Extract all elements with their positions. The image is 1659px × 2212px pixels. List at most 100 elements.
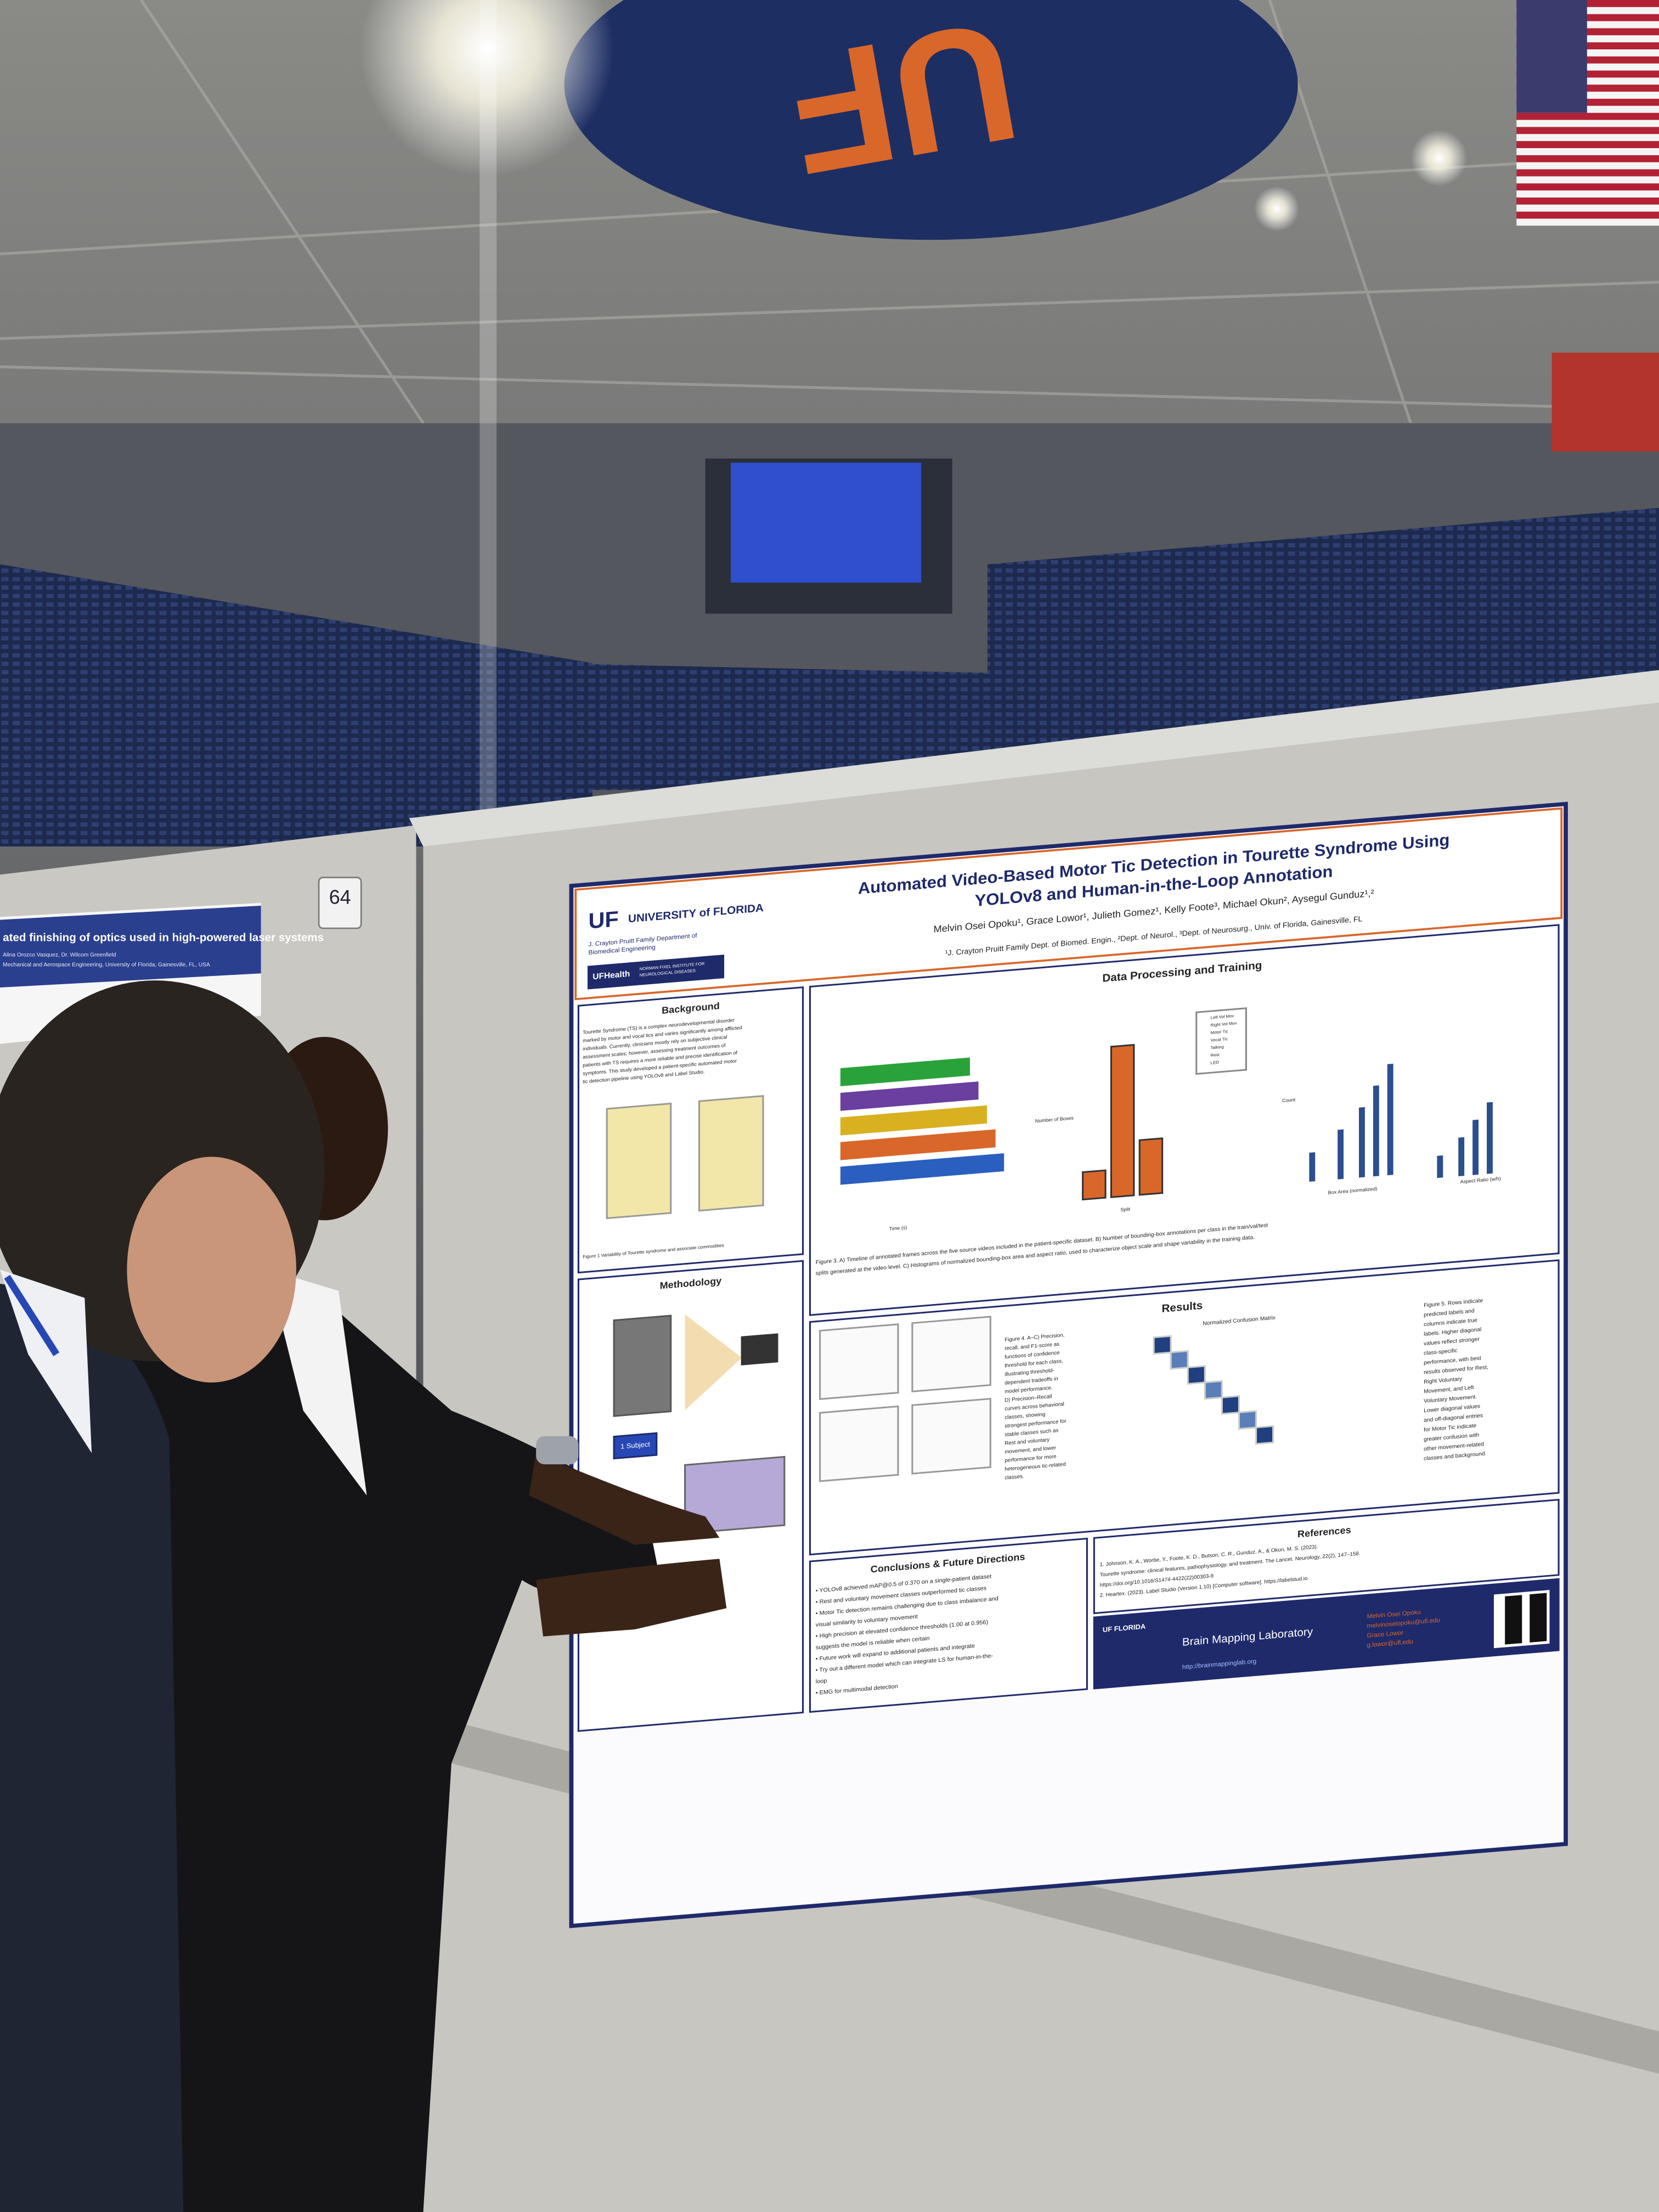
neighbor-title: ated finishing of optics used in high-po… (3, 931, 324, 944)
light-flare (359, 0, 614, 177)
light (1254, 186, 1300, 232)
ceiling-logo: UF (775, 0, 1030, 211)
qr-module (1530, 1609, 1539, 1619)
footer-banner (1093, 1578, 1560, 1690)
matrix-cell (1204, 1380, 1223, 1400)
people (0, 980, 727, 2212)
qr-module (1505, 1595, 1514, 1605)
visitor-face (127, 1156, 296, 1383)
light-beam (479, 0, 497, 847)
presenter-shirt (268, 1269, 367, 1496)
qr-module (1505, 1619, 1514, 1629)
qr-module (1505, 1611, 1514, 1621)
pipeline-cone (685, 1314, 742, 1410)
neighbor-affiliation: Mechanical and Aerospace Engineering, Un… (3, 962, 210, 968)
qr-module (1513, 1595, 1522, 1605)
visitor-collar (0, 1269, 92, 1453)
qr-module (1538, 1609, 1547, 1618)
qr-module (1538, 1616, 1547, 1626)
legend-label: Right Vol Mov (1211, 1020, 1237, 1028)
booth-number: 64 (329, 886, 351, 909)
scoreboard-screen (731, 462, 922, 583)
data-panel (809, 924, 1560, 1316)
legend-label: Rest (1211, 1052, 1220, 1058)
legend-label: Vocal Tic (1211, 1036, 1228, 1042)
light (1410, 129, 1468, 187)
timeline-band (840, 1057, 970, 1087)
flag-canton (1516, 0, 1587, 113)
axis-label: Time (s) (889, 1224, 907, 1232)
axis-label: Split (1120, 1206, 1130, 1212)
qr-module (1505, 1603, 1514, 1613)
figure-caption: classes. (1005, 1474, 1024, 1481)
qr-module (1530, 1625, 1539, 1635)
histogram-bar (1458, 1137, 1465, 1177)
qr-module (1538, 1600, 1547, 1610)
illustration (698, 1094, 764, 1212)
lanyard (4, 1274, 60, 1357)
histogram-bar (1309, 1152, 1316, 1182)
metric-curve (911, 1316, 991, 1393)
timeline-band (840, 1153, 1005, 1185)
logo-uf: UF (589, 906, 619, 934)
split-bar (1082, 1169, 1107, 1201)
split-bar (1138, 1137, 1164, 1196)
results-panel (809, 1259, 1560, 1556)
timeline-band (840, 1105, 988, 1136)
qr-module (1538, 1593, 1547, 1602)
legend-box (1195, 1007, 1247, 1075)
banners (1551, 352, 1659, 452)
matrix-cell (1187, 1365, 1206, 1385)
histogram-bar (1373, 1085, 1379, 1177)
seats-left (0, 564, 592, 847)
split-bar (1110, 1043, 1135, 1198)
conclusions-panel (809, 1537, 1088, 1713)
qr-module (1530, 1601, 1539, 1611)
metric-curve (819, 1405, 899, 1482)
histogram-bar (1338, 1129, 1344, 1180)
histogram-bar (1387, 1063, 1393, 1176)
watch (536, 1436, 579, 1465)
metric-curve (911, 1397, 991, 1475)
subject-button (613, 1432, 658, 1460)
legend-label: Talking (1211, 1045, 1224, 1051)
matrix-cell (1238, 1410, 1257, 1430)
qr-module (1538, 1624, 1547, 1634)
figure-caption: class-specific (1424, 1348, 1457, 1357)
legend-label: LED (1211, 1060, 1220, 1065)
board-frame (409, 670, 1659, 847)
histogram-bar (1437, 1155, 1443, 1178)
presenter-hand (529, 1453, 720, 1545)
logo-health: UFHealth (592, 969, 630, 981)
presenter-suit (82, 1255, 663, 2212)
method-screenshot (684, 1455, 786, 1534)
legend-label: Left Vol Mov (1211, 1013, 1234, 1020)
histogram-bar (1472, 1119, 1479, 1175)
qr-module (1538, 1632, 1547, 1642)
qr-module (1513, 1611, 1522, 1620)
method-photo (613, 1314, 672, 1417)
timeline-band (840, 1129, 996, 1160)
visitor-suit (0, 1284, 184, 2212)
health-logo (587, 955, 725, 990)
poster-header (574, 807, 1563, 1001)
booth-sign (318, 877, 362, 929)
contact: Grace Lowor (1367, 1630, 1404, 1639)
matrix-cell (1221, 1395, 1240, 1415)
axis-label: Count (1282, 1097, 1296, 1103)
presenter-hand (536, 1559, 727, 1637)
qr-module (1505, 1635, 1514, 1645)
qr-module (1513, 1634, 1522, 1644)
illustration (606, 1102, 672, 1220)
legend-label: Motor Tic (1211, 1029, 1228, 1035)
uf-logo-disk (564, 0, 1298, 240)
button-label: 1 Subject (620, 1440, 650, 1451)
matrix-cell (1170, 1350, 1189, 1370)
matrix-cell (1255, 1425, 1274, 1445)
histogram-bar (1359, 1107, 1365, 1178)
histogram-bar (1487, 1102, 1493, 1174)
matrix-cell (1153, 1335, 1172, 1355)
